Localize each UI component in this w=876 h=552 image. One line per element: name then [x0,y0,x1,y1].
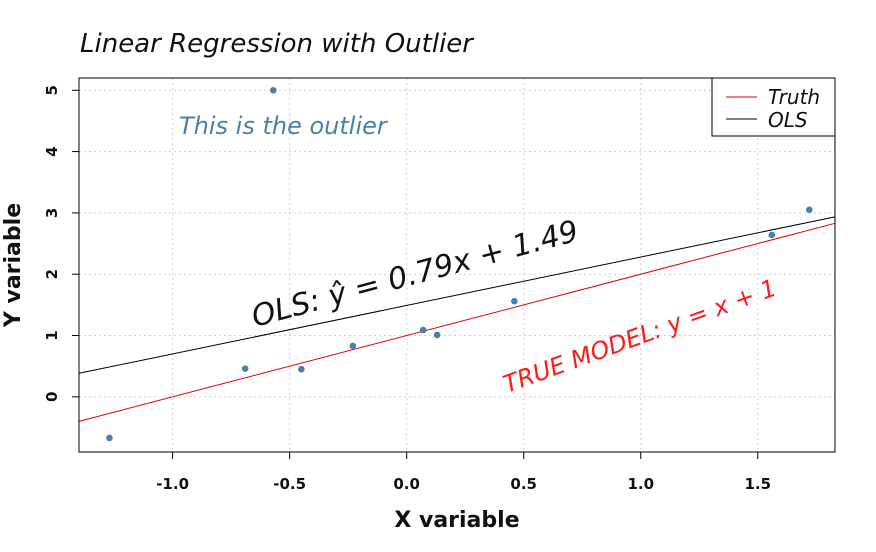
legend-box [711,77,836,137]
data-point [511,297,518,305]
data-point [768,231,776,239]
data-point [805,206,813,214]
legend: Truth OLS [711,77,836,137]
line-truth [78,222,836,422]
y-tick-label: 5 [43,85,61,95]
y-tick-label: 3 [43,208,61,218]
outlier-annotation: This is the outlier [179,112,389,140]
legend-truth-label: Truth [768,85,820,109]
x-tick-label: -1.0 [156,475,189,493]
y-axis-title: Y variable [1,203,26,328]
y-tick-label: 0 [43,392,61,402]
data-point [269,86,277,94]
data-point [298,365,305,373]
gridlines [79,78,835,452]
line-ols [78,216,836,374]
plot-frame [78,77,836,453]
data-points [106,86,813,442]
y-tick-label: 1 [43,330,61,340]
x-axis-ticks: -1.0 -0.5 0.0 0.5 1.0 1.5 [156,452,771,493]
y-tick-label: 2 [43,269,61,279]
y-tick-label: 4 [43,146,61,156]
regression-lines [78,216,836,422]
data-point [106,434,113,442]
x-tick-label: -0.5 [273,475,306,493]
legend-ols-label: OLS [768,108,808,132]
y-axis-ticks: 0 1 2 3 4 5 [43,85,79,402]
x-tick-label: 0.0 [393,475,420,493]
x-tick-label: 0.5 [510,475,537,493]
ols-equation-annotation: OLS: ŷ = 0.79x + 1.49 [248,214,582,335]
data-point [241,365,249,372]
x-tick-label: 1.0 [627,475,654,493]
data-point [433,331,441,339]
x-axis-title: X variable [394,508,519,533]
x-tick-label: 1.5 [744,475,771,493]
chart-title: Linear Regression with Outlier [80,29,475,59]
data-point [419,326,427,334]
data-point [349,342,357,350]
true-model-annotation: TRUE MODEL: y = x + 1 [499,274,780,399]
